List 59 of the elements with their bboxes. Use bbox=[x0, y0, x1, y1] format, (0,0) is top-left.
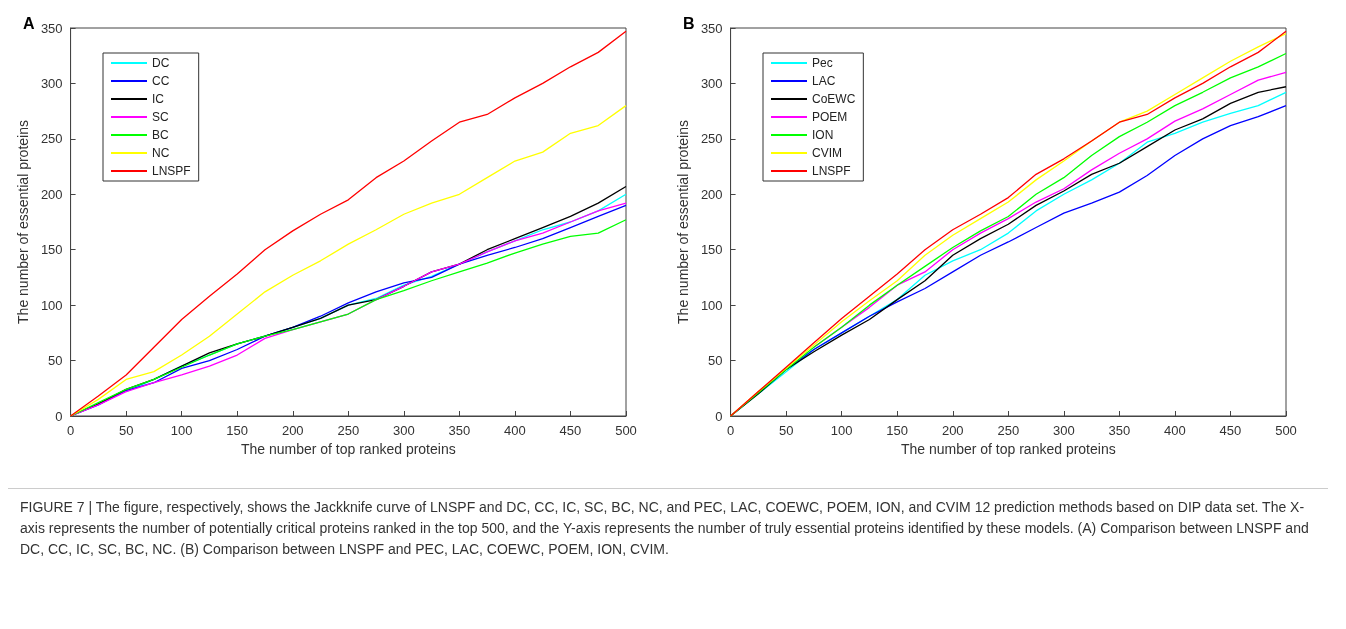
chart-title: A bbox=[23, 14, 35, 32]
x-tick-label: 450 bbox=[559, 423, 582, 438]
y-tick-label: 50 bbox=[48, 353, 63, 369]
y-tick-label: 300 bbox=[700, 75, 723, 91]
x-axis-title: The number of top ranked proteins bbox=[900, 440, 1116, 457]
legend-label: IC bbox=[152, 92, 165, 106]
legend-label: ION bbox=[812, 128, 834, 142]
legend-label: LAC bbox=[812, 74, 836, 88]
x-tick-label: 100 bbox=[170, 423, 193, 438]
y-axis-title: The number of essential proteins bbox=[15, 120, 31, 324]
y-tick-label: 150 bbox=[700, 242, 723, 258]
y-tick-label: 50 bbox=[708, 353, 723, 369]
y-tick-label: 200 bbox=[700, 186, 723, 202]
x-tick-label: 450 bbox=[1219, 423, 1242, 438]
legend-label: CVIM bbox=[812, 146, 842, 160]
x-tick-label: 150 bbox=[886, 423, 909, 438]
x-tick-label: 50 bbox=[118, 423, 134, 438]
x-tick-label: 0 bbox=[66, 423, 75, 438]
y-tick-label: 250 bbox=[700, 131, 723, 147]
x-tick-label: 150 bbox=[226, 423, 249, 438]
x-tick-label: 0 bbox=[726, 423, 735, 438]
x-tick-label: 500 bbox=[615, 423, 637, 438]
legend-label: POEM bbox=[812, 110, 848, 124]
legend-label: LNSPF bbox=[812, 164, 851, 178]
y-tick-label: 0 bbox=[715, 408, 723, 424]
legend-label: LNSPF bbox=[152, 164, 191, 178]
x-axis-title: The number of top ranked proteins bbox=[240, 440, 456, 457]
x-tick-label: 250 bbox=[997, 423, 1020, 438]
x-tick-label: 350 bbox=[1108, 423, 1131, 438]
legend-label: CC bbox=[152, 74, 170, 88]
chart-title: B bbox=[683, 14, 695, 32]
legend-label: CoEWC bbox=[812, 92, 856, 106]
y-tick-label: 250 bbox=[40, 131, 63, 147]
y-tick-label: 100 bbox=[40, 297, 63, 313]
x-tick-label: 400 bbox=[1164, 423, 1186, 438]
legend-label: BC bbox=[152, 128, 169, 142]
y-tick-label: 150 bbox=[40, 242, 63, 258]
x-tick-label: 50 bbox=[778, 423, 794, 438]
y-tick-label: 350 bbox=[700, 20, 723, 36]
y-tick-label: 300 bbox=[40, 75, 63, 91]
x-tick-label: 500 bbox=[1275, 423, 1297, 438]
y-tick-label: 350 bbox=[40, 20, 63, 36]
x-tick-label: 200 bbox=[281, 423, 304, 438]
x-tick-label: 200 bbox=[941, 423, 964, 438]
x-tick-label: 100 bbox=[830, 423, 853, 438]
x-tick-label: 300 bbox=[1052, 423, 1075, 438]
y-tick-label: 100 bbox=[700, 297, 723, 313]
x-tick-label: 350 bbox=[448, 423, 471, 438]
legend-label: Pec bbox=[812, 56, 833, 70]
y-tick-label: 200 bbox=[40, 186, 63, 202]
x-tick-label: 400 bbox=[504, 423, 526, 438]
x-tick-label: 300 bbox=[392, 423, 415, 438]
y-axis-title: The number of essential proteins bbox=[675, 120, 691, 324]
y-tick-label: 0 bbox=[55, 408, 63, 424]
legend-label: SC bbox=[152, 110, 169, 124]
x-tick-label: 250 bbox=[337, 423, 360, 438]
legend-label: DC bbox=[152, 56, 170, 70]
legend-label: NC bbox=[152, 146, 170, 160]
caption: FIGURE 7 | The figure, respectively, shows the Jackknife curve of LNSPF and DC, CC, IC, SC, BC, NC, and PEC, LAC, COEWC, POEM, ION, and CVIM 12 prediction methods based on DIP data set. The X-axis represents the number of potentially critical proteins ranked in the top 500, and the Y-axis represents the number of truly essential proteins identified by these models. (A) Comparison between LNSPF and DC, CC, IC, SC, BC, NC. (B) Comparison between LNSPF and PEC, LAC, COEWC, POEM, ION, CVIM. bbox=[20, 498, 1310, 559]
